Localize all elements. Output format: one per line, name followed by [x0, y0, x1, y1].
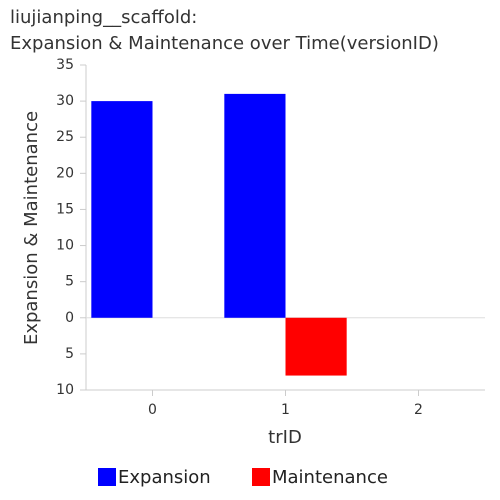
y-tick-label: 30 — [56, 93, 74, 109]
y-tick-label: 5 — [65, 346, 74, 362]
legend-swatch — [98, 468, 116, 486]
bar — [224, 93, 286, 318]
legend-swatch — [252, 468, 270, 486]
bar — [91, 101, 153, 318]
y-axis-title: Expansion & Maintenance — [21, 111, 42, 345]
y-tick-label: 5 — [65, 274, 74, 290]
y-tick-label: 35 — [56, 57, 74, 73]
chart-title: Expansion & Maintenance over Time(versio… — [10, 33, 439, 54]
x-tick-label: 1 — [281, 402, 290, 418]
x-tick-label: 2 — [414, 402, 423, 418]
legend-text: Expansion — [118, 467, 211, 488]
y-tick-label: 25 — [56, 129, 74, 145]
y-tick-label: 10 — [56, 382, 74, 398]
bar — [285, 317, 347, 376]
x-axis-title: trID — [268, 427, 302, 448]
y-tick-label: 0 — [65, 310, 74, 326]
y-tick-label: 15 — [56, 201, 74, 217]
y-tick-label: 10 — [56, 238, 74, 254]
y-tick-label: 20 — [56, 165, 74, 181]
chart-title: liujianping__scaffold: — [10, 7, 197, 28]
legend-text: Maintenance — [272, 467, 388, 488]
x-tick-label: 0 — [148, 402, 157, 418]
